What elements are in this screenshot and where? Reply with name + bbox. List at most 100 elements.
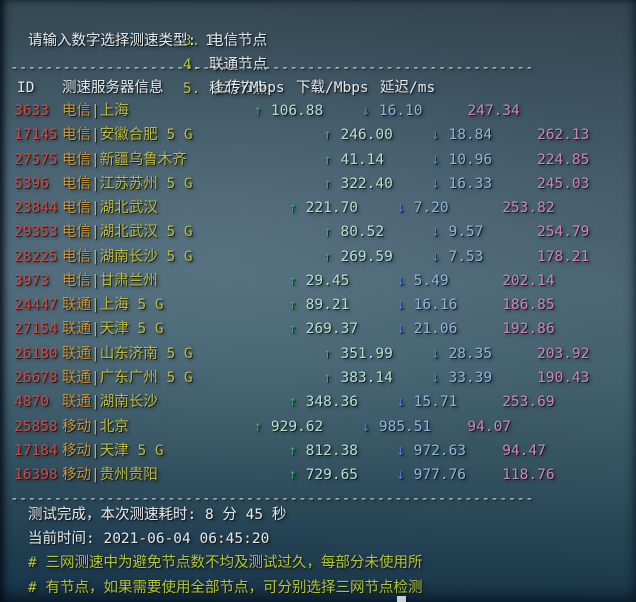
row-id: 26678 (14, 369, 58, 386)
row-latency: 224.85 (537, 151, 590, 168)
row-server: 移动|北京 (62, 415, 129, 439)
download-arrow-icon: ↓ (431, 345, 440, 362)
download-arrow-icon: ↓ (396, 467, 405, 484)
row-latency: 203.92 (537, 345, 590, 362)
row-latency: 118.76 (502, 467, 555, 484)
row-id: 17145 (14, 127, 58, 144)
row-download: ↓ 16.33 (431, 175, 493, 192)
table-row: 26180 联通|山东济南 5 G ↑ 351.99 ↓ 28.35 203.92 (0, 342, 636, 366)
row-download: ↓ 7.20 (396, 200, 449, 217)
table-row: 27154 联通|天津 5 G ↑ 269.37 ↓ 21.06 192.86 (0, 317, 636, 341)
table-header: ID 测速服务器信息 上传/Mbps 下载/Mbps 延迟/ms (0, 76, 636, 100)
menu-item-telecom: 3. 电信节点 (183, 29, 267, 53)
row-latency: 192.86 (502, 321, 555, 338)
menu-item-label: 移动节点 (209, 81, 268, 97)
row-isp: 移动 (62, 418, 91, 435)
download-arrow-icon: ↓ (431, 248, 440, 265)
row-id: 5396 (14, 175, 49, 192)
upload-arrow-icon: ↑ (323, 175, 332, 192)
row-latency: 94.47 (502, 442, 546, 459)
upload-arrow-icon: ↑ (288, 321, 297, 338)
download-arrow-icon: ↓ (431, 369, 440, 386)
row-server: 电信|湖南长沙 5 G (62, 245, 193, 269)
row-isp: 电信 (62, 127, 91, 144)
download-arrow-icon: ↓ (396, 297, 405, 314)
row-location: |北京 (91, 418, 129, 435)
row-server: 电信|上海 (62, 99, 129, 123)
prompt-label: 请输入数字选择测速类型: (28, 33, 197, 49)
row-upload: ↑ 812.38 (288, 442, 359, 459)
row-id: 23844 (14, 200, 58, 217)
row-download: ↓ 977.76 (396, 467, 467, 484)
row-location: |天津 5 G (91, 321, 164, 338)
row-download: ↓ 18.84 (431, 127, 493, 144)
row-upload: ↑ 41.14 (323, 151, 385, 168)
table-row: 16398 移动|贵州贵阳 ↑ 729.65 ↓ 977.76 118.76 (0, 463, 636, 487)
table-row: 4870 联通|湖南长沙 ↑ 348.36 ↓ 15.71 253.69 (0, 390, 636, 414)
upload-arrow-icon: ↑ (288, 200, 297, 217)
row-upload: ↑ 29.45 (288, 272, 350, 289)
row-location: |天津 5 G (91, 442, 164, 459)
row-download: ↓ 9.57 (431, 224, 484, 241)
header-upload: 上传/Mbps (212, 80, 285, 96)
row-location: |安徽合肥 5 G (91, 127, 193, 144)
row-id: 25858 (14, 418, 58, 435)
row-id: 27154 (14, 321, 58, 338)
row-server: 联通|湖南长沙 (62, 390, 158, 414)
row-location: |湖南长沙 (91, 394, 158, 411)
upload-arrow-icon: ↑ (288, 297, 297, 314)
row-upload: ↑ 929.62 (253, 418, 324, 435)
test-complete-message: 测试完成，本次测速耗时: 8 分 45 秒 (28, 507, 287, 523)
prompt-input-value[interactable]: 1 (204, 33, 214, 49)
row-server: 联通|天津 5 G (62, 317, 164, 341)
row-isp: 电信 (62, 272, 91, 289)
row-id: 3633 (14, 103, 49, 119)
menu-item-label: 电信节点 (209, 33, 268, 49)
row-latency: 247.34 (467, 103, 520, 119)
row-location: |湖北武汉 (91, 200, 158, 217)
download-arrow-icon: ↓ (361, 103, 371, 119)
row-latency: 178.21 (537, 248, 590, 265)
header-latency: 延迟/ms (380, 80, 436, 96)
menu-item-number: 5. (182, 81, 201, 97)
row-server: 联通|广东广州 5 G (62, 366, 193, 390)
row-location: |江苏苏州 5 G (91, 175, 193, 192)
row-id: 16398 (14, 467, 58, 484)
upload-arrow-icon: ↑ (323, 151, 332, 168)
row-id: 24447 (14, 297, 58, 314)
row-download: ↓ 985.51 (361, 418, 432, 435)
row-latency: 262.13 (537, 127, 590, 144)
separator-top: ----------------------------------------… (10, 60, 534, 76)
row-id: 3973 (14, 272, 49, 289)
row-download: ↓ 33.39 (431, 369, 493, 386)
table-row: 3973 电信|甘肃兰州 ↑ 29.45 ↓ 5.49 202.14 (0, 269, 636, 293)
row-location: |上海 5 G (91, 297, 164, 314)
row-location: |甘肃兰州 (91, 272, 158, 289)
row-isp: 联通 (62, 321, 91, 338)
row-server: 电信|安徽合肥 5 G (62, 123, 193, 147)
note-line-1: # 三网测速中为避免节点数不均及测试过久，每部分未使用所 (28, 555, 423, 571)
download-arrow-icon: ↓ (396, 394, 405, 411)
table-row: 23844 电信|湖北武汉 ↑ 221.70 ↓ 7.20 253.82 (0, 196, 636, 220)
upload-arrow-icon: ↑ (323, 369, 332, 386)
table-row: 17145 电信|安徽合肥 5 G ↑ 246.00 ↓ 18.84 262.13 (0, 123, 636, 147)
row-download: ↓ 5.49 (396, 272, 449, 289)
download-arrow-icon: ↓ (361, 418, 371, 435)
table-row: 27575 电信|新疆乌鲁木齐 ↑ 41.14 ↓ 10.96 224.85 (0, 148, 636, 172)
header-download: 下载/Mbps (296, 80, 369, 96)
row-latency: 94.07 (467, 418, 512, 435)
row-upload: ↑ 269.59 (323, 248, 393, 265)
row-isp: 联通 (62, 369, 91, 386)
row-latency: 253.69 (502, 394, 555, 411)
table-row: 28225 电信|湖南长沙 5 G ↑ 269.59 ↓ 7.53 178.21 (0, 245, 636, 269)
row-id: 28225 (14, 248, 58, 265)
row-latency: 202.14 (502, 272, 555, 289)
row-isp: 电信 (62, 175, 91, 192)
row-latency: 253.82 (502, 200, 555, 217)
upload-arrow-icon: ↑ (288, 394, 297, 411)
menu-item-mobile: 5. 移动节点 (183, 77, 267, 101)
row-download: ↓ 16.10 (361, 103, 423, 119)
row-upload: ↑ 221.70 (288, 200, 359, 217)
current-time-message: 当前时间: 2021-06-04 06:45:20 (28, 531, 270, 547)
